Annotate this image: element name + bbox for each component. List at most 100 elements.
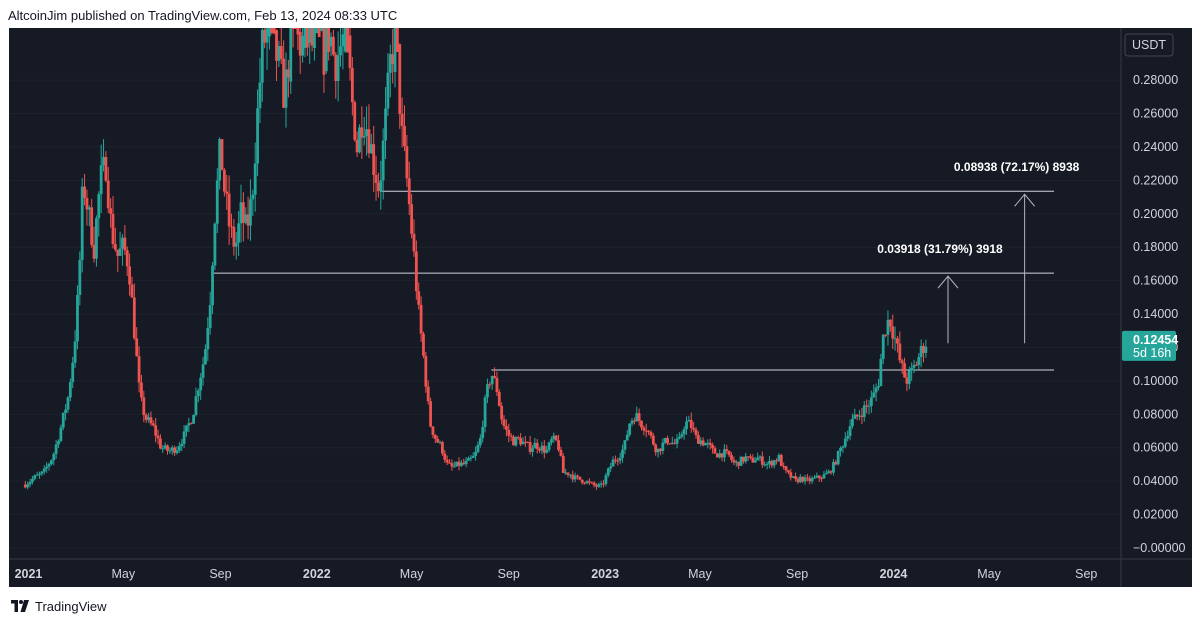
price-axis: 0.28000 0.26000 0.24000 0.22000 0.20000 0.180… [1133, 73, 1186, 555]
candle-body [464, 460, 468, 465]
candle-body [253, 163, 257, 195]
candle-body [706, 442, 710, 444]
candle-body [147, 417, 150, 420]
candle-body [310, 28, 314, 46]
candle-body [303, 28, 307, 48]
measure-arrow-head [1014, 193, 1036, 207]
candle-body [163, 445, 167, 449]
candle-body [83, 186, 86, 198]
candle-body [57, 441, 60, 445]
candle-body [234, 242, 238, 247]
candle-body [429, 401, 432, 427]
candle-body [151, 423, 155, 426]
candle-body [284, 69, 288, 108]
candle-body [343, 28, 347, 52]
candle-body [47, 464, 51, 467]
candle-body [561, 455, 565, 473]
candle-body [528, 442, 532, 452]
currency-badge[interactable]: USDT [1124, 33, 1174, 57]
candle-body [647, 431, 651, 433]
candle-body [471, 455, 475, 458]
candle-body [391, 54, 395, 65]
candle-body [502, 419, 506, 426]
candle-body [618, 457, 622, 461]
candle-body [905, 377, 909, 384]
x-tick-label: May [688, 567, 712, 581]
candle-body [40, 471, 44, 474]
chart-canvas[interactable]: 0.03918 (31.79%) 3918 0.08938 (72.17%) 89… [9, 28, 1192, 587]
candle-body [52, 453, 56, 461]
candle-body [848, 426, 852, 437]
candle-body [109, 208, 113, 214]
candle-body [372, 144, 376, 175]
candle-body [791, 476, 795, 478]
candle-body [813, 477, 816, 479]
candle-body [874, 387, 878, 393]
candle-body [651, 435, 655, 445]
candle-body [374, 174, 378, 183]
candle-body [438, 442, 442, 444]
candle-body [542, 445, 546, 453]
candle-body [97, 194, 101, 219]
x-tick-label: Sep [209, 567, 231, 581]
candle-body [196, 390, 200, 397]
candle-body [324, 28, 328, 72]
candle-body [623, 440, 627, 450]
candle-body [597, 484, 601, 487]
tradingview-footer[interactable]: TradingView [10, 596, 107, 616]
candle-body [685, 421, 688, 430]
candle-body [315, 28, 319, 34]
candle-body [102, 156, 105, 166]
candle-body [753, 460, 757, 463]
candle-body [587, 481, 591, 483]
candle-body [628, 423, 632, 435]
candle-body [760, 456, 764, 465]
candle-body [592, 482, 596, 486]
y-tick-label: −0.00000 [1133, 541, 1186, 555]
candle-body [140, 382, 143, 398]
candle-body [35, 474, 39, 476]
candle-body [680, 434, 684, 437]
candle-body [656, 448, 660, 453]
candle-body [298, 31, 302, 56]
candle-body [746, 456, 750, 458]
candle-body [585, 481, 589, 484]
candle-body [829, 471, 833, 473]
candle-body [604, 475, 608, 484]
candle-body [161, 448, 165, 450]
candle-body [227, 193, 231, 227]
candle-body [367, 129, 371, 154]
grid [9, 79, 1121, 549]
candle-body [497, 392, 501, 406]
candle-body [817, 475, 821, 479]
candle-body [514, 437, 518, 446]
price-chart[interactable]: 0.03918 (31.79%) 3918 0.08938 (72.17%) 89… [9, 28, 1192, 587]
candle-body [635, 413, 639, 422]
candle-body [348, 35, 352, 69]
publish-header: AltcoinJim published on TradingView.com,… [8, 8, 398, 23]
candle-body [862, 405, 866, 417]
candle-body [137, 356, 141, 383]
candle-body [810, 478, 814, 482]
candle-body [493, 375, 496, 378]
x-tick-label: Sep [1075, 567, 1097, 581]
candle-body [206, 327, 210, 350]
candle-body [459, 462, 463, 466]
candle-body [462, 462, 466, 465]
candle-body [896, 338, 899, 344]
candle-body [614, 459, 617, 461]
candle-body [38, 473, 41, 475]
candle-body [282, 58, 286, 108]
candle-body [869, 397, 873, 406]
candle-body [213, 223, 217, 266]
candle-countdown: 5d 16h [1133, 346, 1171, 360]
candle-body [640, 420, 643, 428]
candle-body [879, 358, 883, 387]
candle-body [329, 36, 333, 47]
candle-body [125, 250, 129, 267]
candle-body [187, 423, 191, 426]
candle-body [301, 36, 304, 56]
footer-brand: TradingView [35, 598, 107, 614]
candle-body [602, 483, 605, 485]
candle-body [495, 377, 499, 393]
